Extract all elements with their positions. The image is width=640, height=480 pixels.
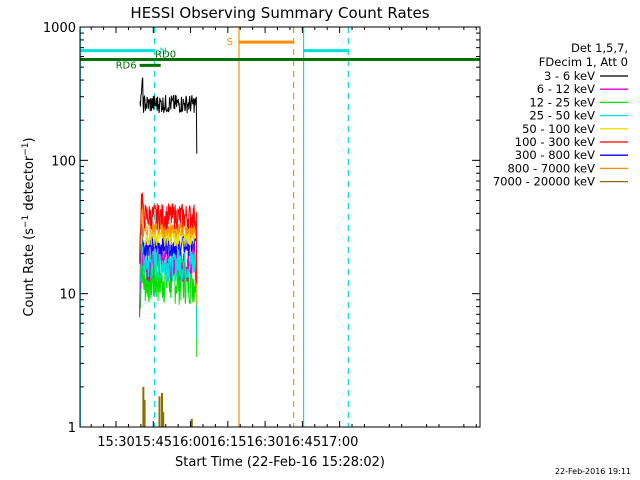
plot-frame	[79, 26, 481, 428]
x-tick-label: 15:30	[97, 435, 134, 450]
x-tick-label: 17:00	[321, 435, 358, 450]
x-tick-label: 16:00	[172, 435, 209, 450]
legend-header-line: Det 1,5,7,	[571, 41, 628, 55]
x-tick-label: 15:45	[135, 435, 172, 450]
y-axis: 1 10 100 1000	[43, 21, 480, 436]
y-tick-label: 1000	[43, 21, 76, 36]
legend-entry-label: 3 - 6 keV	[544, 69, 595, 83]
x-axis-label: Start Time (22-Feb-16 15:28:02)	[175, 455, 385, 470]
legend-entry-label: 100 - 300 keV	[515, 135, 595, 149]
x-tick-label: 16:45	[284, 435, 321, 450]
x-axis: 15:30 15:45 16:00 16:15 16:30 16:45 17:00	[90, 27, 477, 450]
y-axis-label: Count Rate (s−1 detector−1)	[21, 137, 37, 316]
flag-label-n: N	[160, 47, 167, 58]
series-line	[139, 243, 198, 318]
legend-entry-label: 300 - 800 keV	[515, 148, 595, 162]
legend-entry-label: 7000 - 20000 keV	[493, 175, 595, 189]
series-line	[139, 192, 198, 284]
y-tick-label: 100	[51, 154, 76, 169]
y-tick-label: 10	[59, 288, 76, 303]
legend-entry-label: 6 - 12 keV	[537, 82, 595, 96]
legend-entry-label: 800 - 7000 keV	[507, 161, 595, 175]
x-tick-label: 16:15	[209, 435, 246, 450]
legend-entry-label: 50 - 100 keV	[522, 122, 595, 136]
series-line	[139, 77, 198, 154]
legend-entry-label: 25 - 50 keV	[529, 109, 595, 123]
timestamp-label: 22-Feb-2016 19:11	[555, 467, 631, 476]
flag-label-rd0: RD0	[155, 50, 176, 61]
flag-label-rd6: RD6	[116, 60, 137, 71]
series-line	[139, 229, 198, 339]
flag-label-s: S	[227, 37, 233, 48]
chart-title: HESSI Observing Summary Count Rates	[130, 4, 429, 22]
legend-entry-label: 12 - 25 keV	[529, 95, 595, 109]
legend-header-line: FDecim 1, Att 0	[539, 55, 628, 69]
y-tick-label: 1	[68, 421, 76, 436]
x-tick-label: 16:30	[246, 435, 283, 450]
plot-area: N S RD0 RD6	[79, 27, 480, 427]
